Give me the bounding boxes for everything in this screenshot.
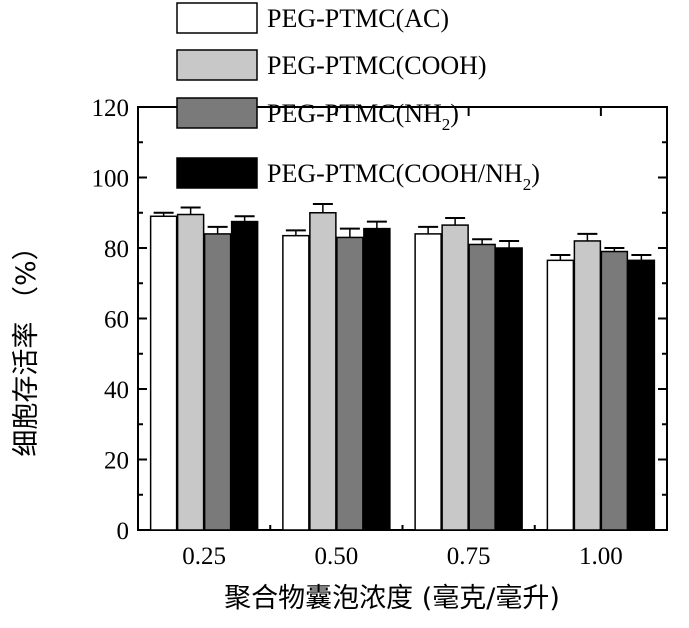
bar: [363, 227, 391, 531]
x-tick-label: 0.25: [182, 543, 226, 570]
x-tick-label: 0.75: [447, 543, 491, 570]
y-tick-label: 0: [117, 518, 130, 545]
bar: [203, 233, 232, 531]
error-bars: [153, 202, 652, 261]
bar: [309, 212, 337, 531]
legend-swatch: [176, 97, 258, 129]
bar: [495, 247, 523, 531]
legend-label: PEG-PTMC(NH2): [267, 99, 459, 134]
y-tick-label: 120: [92, 95, 130, 122]
y-tick-label: 60: [104, 307, 129, 334]
bar: [230, 220, 259, 531]
bar: [627, 259, 656, 531]
bar: [441, 224, 469, 531]
y-tick-label: 80: [104, 236, 129, 263]
legend-label: PEG-PTMC(COOH/NH2): [267, 159, 540, 194]
x-tick-label: 0.50: [315, 543, 359, 570]
legend-label: PEG-PTMC(COOH): [267, 51, 487, 80]
legend-label: PEG-PTMC(AC): [267, 4, 449, 33]
y-axis-title: 细胞存活率 （%）: [11, 233, 42, 456]
legend-swatch: [176, 157, 258, 189]
bar: [600, 250, 629, 531]
x-axis-title: 聚合物囊泡浓度 (毫克/毫升): [224, 583, 560, 614]
y-tick-label: 20: [104, 448, 129, 475]
bar: [336, 236, 364, 531]
bar: [414, 233, 442, 531]
bar: [546, 259, 575, 531]
bar: [573, 240, 602, 531]
y-axis: 0 20 40 60 80 100 120: [92, 95, 667, 545]
x-axis: 0.25 0.50 0.75 1.00: [182, 107, 623, 570]
bar: [282, 234, 310, 531]
x-tick-label: 1.00: [579, 543, 623, 570]
bar: [149, 215, 178, 531]
y-tick-label: 40: [104, 377, 129, 404]
legend: PEG-PTMC(AC) PEG-PTMC(COOH) PEG-PTMC(NH2) P…: [176, 2, 540, 194]
y-tick-label: 100: [92, 166, 130, 193]
bar: [468, 243, 496, 531]
legend-swatch: [176, 49, 258, 81]
bar: [176, 213, 205, 531]
legend-swatch: [176, 2, 258, 34]
bars: [149, 212, 656, 531]
